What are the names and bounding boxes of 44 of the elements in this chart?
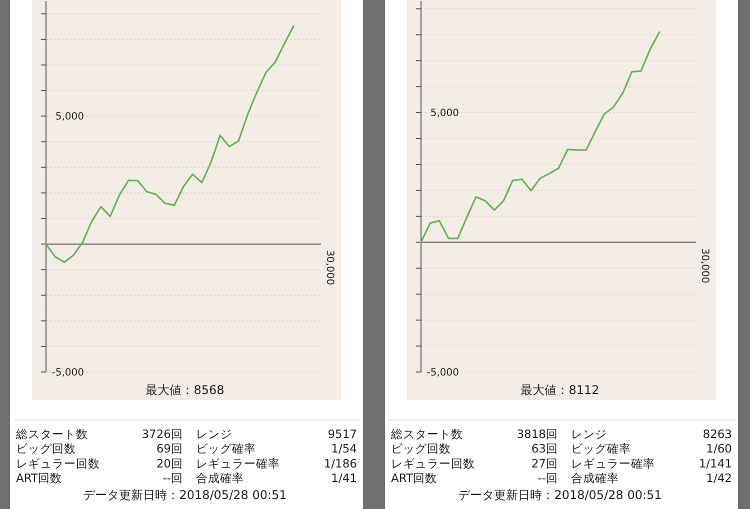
text: レギュラー回数 bbox=[16, 456, 100, 470]
text: 69回 bbox=[156, 442, 183, 456]
text: 30,000 bbox=[324, 250, 335, 286]
line-series bbox=[420, 31, 660, 244]
text: 1/60 bbox=[706, 442, 732, 456]
text: --回 bbox=[538, 471, 558, 486]
text: 総スタート数 bbox=[390, 427, 463, 441]
text: 1/54 bbox=[331, 442, 357, 456]
text: 1/186 bbox=[324, 456, 357, 470]
text: レンジ bbox=[571, 427, 607, 441]
y-tick-label: 5,000 bbox=[430, 108, 459, 120]
line-series bbox=[45, 25, 294, 264]
text: 1/41 bbox=[331, 471, 357, 486]
text: ART回数 bbox=[391, 471, 438, 486]
text: 20回 bbox=[156, 456, 183, 470]
text: レギュラー確率 bbox=[196, 456, 280, 470]
text: 63回 bbox=[531, 442, 558, 456]
y-tick-label: 5,000 bbox=[55, 112, 84, 123]
text: ビッグ確率 bbox=[571, 442, 631, 456]
text: 1/141 bbox=[698, 456, 732, 470]
text: 3818回 bbox=[516, 427, 558, 441]
y-tick-label: -5,000 bbox=[426, 368, 459, 378]
text: データ更新日時：2018/05/28 00:51 bbox=[83, 488, 287, 502]
text: ビッグ確率 bbox=[196, 442, 256, 456]
text: ビッグ回数 bbox=[16, 442, 76, 456]
text: --回 bbox=[162, 471, 183, 486]
text: 合成確率 bbox=[196, 471, 244, 486]
text: 8263 bbox=[702, 427, 732, 441]
text: レンジ bbox=[196, 427, 232, 441]
text: ビッグ回数 bbox=[391, 442, 451, 456]
text: ART回数 bbox=[16, 471, 62, 486]
text: 27回 bbox=[531, 456, 558, 470]
text: 9517 bbox=[328, 427, 357, 441]
text: 最大値：8568 bbox=[146, 383, 224, 397]
text: 30,000 bbox=[699, 248, 710, 284]
y-tick-label: -5,000 bbox=[52, 368, 84, 378]
text: 1/42 bbox=[706, 471, 732, 486]
text: データ更新日時：2018/05/28 00:51 bbox=[458, 488, 662, 502]
text: 最大値：8112 bbox=[520, 383, 600, 397]
text: 総スタート数 bbox=[15, 427, 88, 441]
text: レギュラー確率 bbox=[571, 456, 655, 470]
text: 合成確率 bbox=[571, 471, 619, 486]
text: レギュラー回数 bbox=[391, 456, 475, 470]
text: 3726回 bbox=[142, 427, 183, 441]
